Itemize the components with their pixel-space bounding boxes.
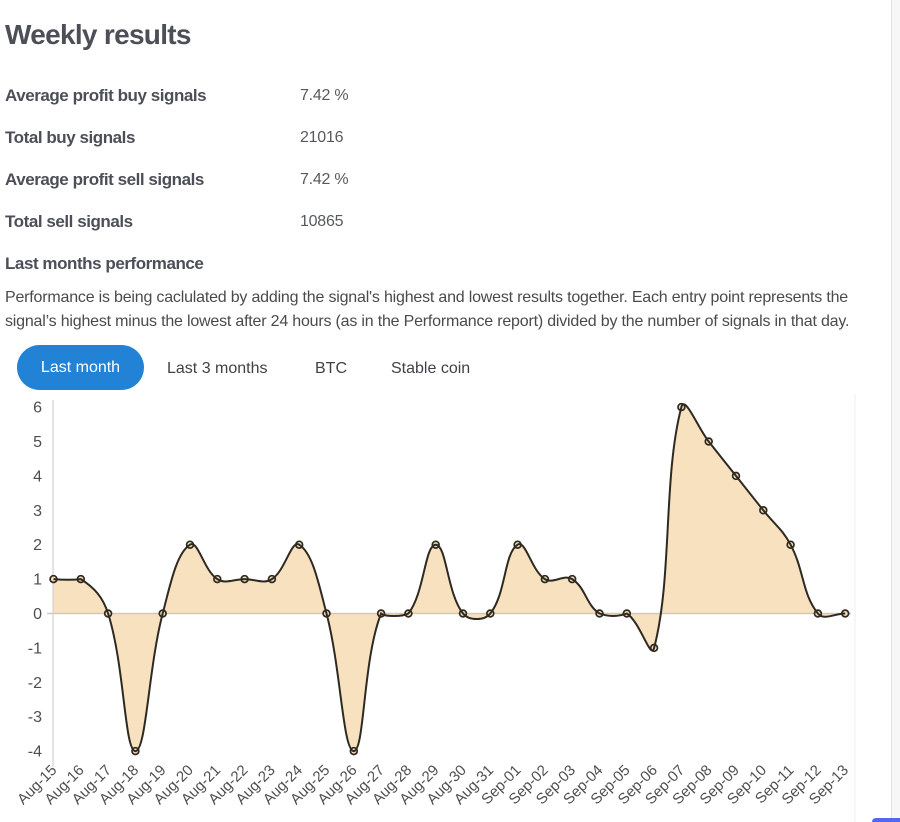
svg-text:4: 4 xyxy=(33,468,42,485)
svg-text:-1: -1 xyxy=(28,640,42,657)
svg-text:-2: -2 xyxy=(28,675,42,692)
svg-text:2: 2 xyxy=(33,537,42,554)
svg-text:6: 6 xyxy=(33,400,42,417)
svg-text:-3: -3 xyxy=(28,709,42,726)
svg-text:0: 0 xyxy=(33,606,42,623)
svg-text:3: 3 xyxy=(33,503,42,520)
svg-text:-4: -4 xyxy=(28,744,42,761)
svg-text:1: 1 xyxy=(33,572,42,589)
svg-text:5: 5 xyxy=(33,434,42,451)
